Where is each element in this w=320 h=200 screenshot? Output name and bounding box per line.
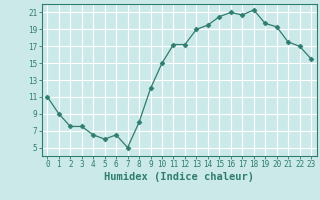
X-axis label: Humidex (Indice chaleur): Humidex (Indice chaleur) [104, 172, 254, 182]
